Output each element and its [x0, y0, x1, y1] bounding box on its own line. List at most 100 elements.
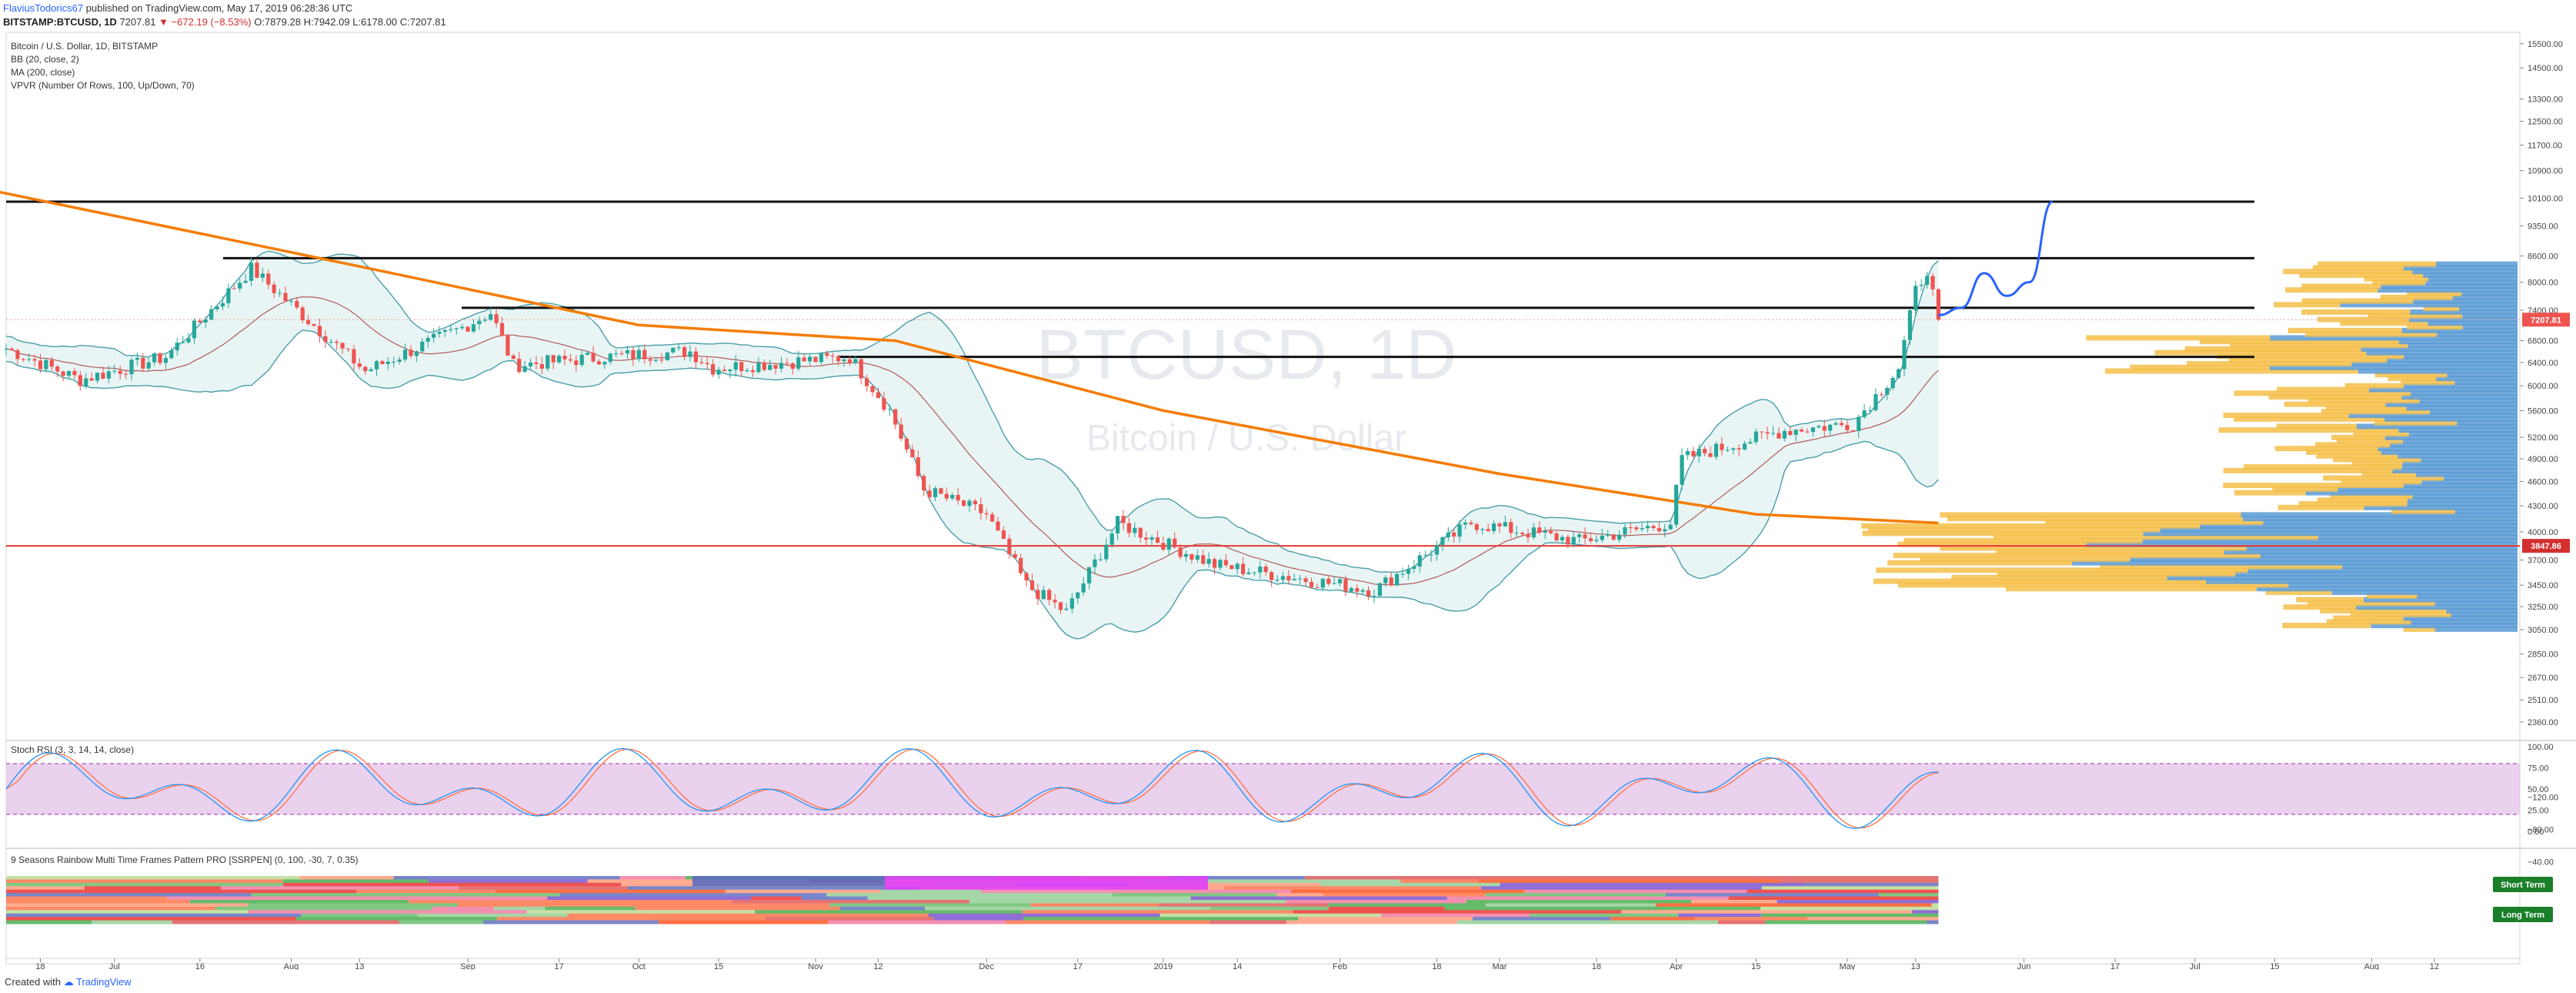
price-tick-label-15: 5200.00 — [2528, 433, 2558, 443]
time-tick-label-21: May — [1839, 962, 1855, 970]
price-tick-label-23: 3050.00 — [2528, 626, 2558, 635]
candle-body — [836, 356, 841, 362]
candle-body — [722, 369, 727, 372]
candle-body — [1503, 522, 1507, 527]
candle-body — [1822, 426, 1827, 431]
candle-body — [1907, 310, 1912, 340]
rainbow-block — [172, 920, 399, 924]
ohlc-open: O:7879.28 — [254, 16, 301, 28]
candle-body — [1885, 388, 1890, 395]
author-link[interactable]: FlaviusTodorics67 — [3, 2, 84, 14]
price-axis[interactable]: 15500.00 14500.00 13300.00 12500.00 11700.00… — [2520, 40, 2563, 727]
candle-body — [682, 347, 687, 357]
candle-body — [1914, 286, 1918, 311]
candle-body — [1417, 555, 1422, 567]
candle-body — [317, 326, 322, 336]
vp-bar-down — [1951, 574, 2167, 580]
candle-body — [916, 457, 920, 476]
rainbow-block — [545, 906, 636, 911]
candle-body — [255, 262, 259, 278]
time-tick-label-8: 15 — [714, 962, 723, 970]
rainbow-block — [1127, 882, 1320, 887]
vp-bar-up — [2401, 464, 2518, 470]
candle-body — [1315, 587, 1320, 588]
candle-body — [329, 341, 333, 343]
vp-bar-down — [2218, 427, 2399, 433]
time-tick-label-25: Jul — [2190, 962, 2201, 970]
vp-bar-down — [2403, 626, 2435, 632]
candle-body — [1001, 530, 1006, 539]
vp-bar-up — [2357, 368, 2518, 374]
rainbow-block — [221, 886, 459, 891]
rainbow-block — [828, 920, 1006, 924]
vp-bar-up — [2401, 394, 2518, 400]
short-term-badge — [2493, 877, 2553, 892]
candle-body — [1640, 528, 1644, 530]
rainbow-block — [6, 876, 300, 880]
rainbow-block — [547, 896, 752, 901]
candle-body — [1594, 540, 1599, 542]
candle-body — [1019, 557, 1023, 573]
footer-brand[interactable]: TradingView — [76, 976, 132, 988]
rainbow-block — [1457, 920, 1719, 924]
vp-bar-up — [2243, 516, 2518, 522]
vp-bar-down — [2154, 349, 2367, 356]
rainbow-pane[interactable]: 9 Seasons Rainbow Multi Time Frames Patt… — [6, 794, 2558, 924]
candle-body — [385, 361, 390, 365]
candle-body — [84, 378, 88, 386]
candle-body — [1434, 544, 1440, 555]
candle-body — [449, 329, 453, 330]
vp-bar-up — [2454, 508, 2518, 514]
time-tick-label-19: Apr — [1670, 962, 1683, 970]
price-change: ▼ −672.19 (−8.53%) — [158, 16, 252, 28]
vp-bar-down — [2320, 607, 2447, 614]
rainbow-block — [635, 906, 841, 911]
legend-symbol: Bitcoin / U.S. Dollar, 1D, BITSTAMP — [11, 41, 158, 52]
price-tick-label-8: 8600.00 — [2528, 252, 2558, 262]
candle-body — [1753, 431, 1758, 443]
candle-body — [89, 378, 94, 381]
rainbow-block — [751, 896, 802, 901]
vp-bar-up — [2446, 607, 2518, 614]
vp-bar-up — [2241, 512, 2518, 518]
candle-body — [1047, 590, 1052, 600]
candle-body — [1337, 579, 1343, 583]
candle-body — [1360, 590, 1365, 592]
candle-body — [556, 356, 562, 363]
vp-bar-up — [2452, 294, 2518, 300]
candle-body — [1713, 443, 1719, 457]
vp-bar-down — [2265, 589, 2332, 595]
candle-body — [636, 349, 641, 359]
stoch-rsi-pane[interactable]: Stoch RSI (3, 3, 14, 14, close) 100.00 75… — [5, 743, 2554, 837]
vp-bar-down — [2340, 320, 2428, 326]
vp-bar-up — [2331, 589, 2518, 595]
rainbow-block — [559, 893, 827, 898]
rainbow-block — [248, 903, 459, 908]
candle-body — [192, 320, 197, 339]
rainbow-block — [1286, 920, 1458, 924]
rainbow-block — [1765, 920, 1927, 924]
vp-bar-down — [1897, 541, 2087, 547]
candle-body — [1742, 443, 1747, 450]
candle-body — [1799, 430, 1804, 432]
candle-body — [591, 353, 596, 362]
vp-bar-down — [2337, 438, 2404, 444]
price-tick-label-7: 9350.00 — [2528, 222, 2558, 231]
candle-body — [61, 371, 65, 376]
rainbow-title: 9 Seasons Rainbow Multi Time Frames Patt… — [11, 854, 359, 865]
vp-bar-down — [2244, 464, 2402, 470]
candle-body — [1879, 394, 1884, 396]
vp-bar-up — [2430, 409, 2518, 415]
rainbow-block — [867, 896, 983, 901]
candle-body — [1303, 578, 1308, 582]
vp-bar-up — [2409, 316, 2518, 323]
rainbow-block — [496, 889, 726, 894]
time-axis[interactable]: 18 Jul 16 Aug 13 Sep 17 Oct 15 Nov 12 Dec 17 2019 14 Fe… — [35, 958, 2439, 970]
vp-bar-down — [2301, 283, 2381, 289]
vp-bar-up — [2403, 615, 2518, 621]
candle-body — [220, 303, 225, 307]
chart-canvas[interactable]: BTCUSD, 1D Bitcoin / U.S. Dollar Bitcoin… — [0, 0, 2576, 970]
short-term-label: Short Term — [2501, 881, 2545, 890]
candle-body — [528, 362, 533, 366]
candle-body — [1936, 289, 1940, 320]
